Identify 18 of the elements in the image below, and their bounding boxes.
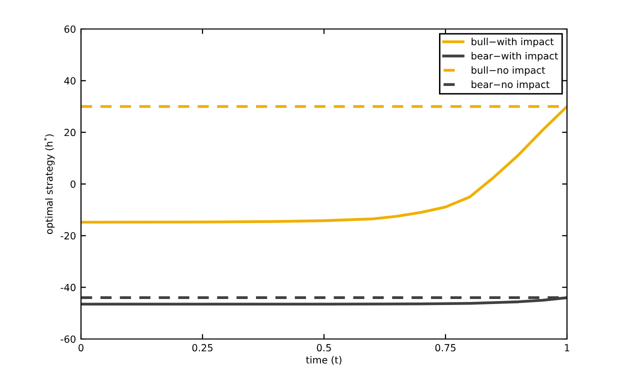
legend-label: bull−with impact (472, 38, 554, 48)
x-axis-title: time (t) (306, 356, 342, 365)
x-tick-label: 0 (78, 344, 84, 352)
y-tick-label: 0 (70, 180, 76, 188)
x-tick-label: 0.5 (316, 344, 331, 352)
y-tick-label: 60 (64, 25, 76, 33)
x-tick-label: 0.75 (435, 344, 456, 352)
y-tick-label: -60 (60, 335, 76, 343)
legend-label: bear−no impact (472, 80, 550, 90)
y-tick-label: 20 (64, 128, 76, 136)
y-tick-label: -40 (60, 284, 76, 292)
x-tick-label: 0.25 (192, 344, 212, 352)
legend-label: bear−with impact (472, 52, 558, 62)
y-axis-title: optimal strategy (h$^{*}$) (44, 134, 55, 234)
y-tick-label: 40 (64, 77, 76, 84)
y-tick-label: -20 (60, 232, 76, 240)
legend-label: bull−no impact (472, 66, 546, 76)
x-tick-label: 1 (564, 344, 570, 352)
